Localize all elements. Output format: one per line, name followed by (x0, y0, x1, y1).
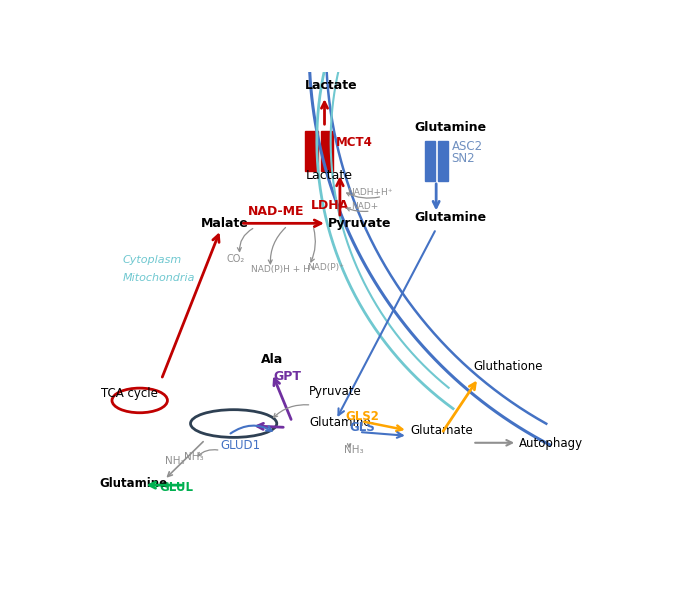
Text: NH₃: NH₃ (184, 452, 204, 461)
Text: NAD(P)H + H⁺: NAD(P)H + H⁺ (251, 265, 315, 274)
Text: LDHA: LDHA (311, 199, 349, 212)
FancyBboxPatch shape (425, 141, 435, 181)
Text: Glutamine: Glutamine (100, 478, 168, 491)
Text: TCA cycle: TCA cycle (101, 387, 158, 399)
Text: NADH+H⁺: NADH+H⁺ (348, 188, 393, 197)
Text: Glutamate: Glutamate (411, 423, 474, 436)
Text: Cytoplasm: Cytoplasm (122, 254, 182, 264)
Text: ASC2: ASC2 (452, 140, 483, 153)
Text: Autophagy: Autophagy (519, 438, 583, 450)
Text: NH₃: NH₃ (165, 456, 185, 466)
Text: Pyruvate: Pyruvate (328, 217, 391, 230)
FancyBboxPatch shape (437, 141, 448, 181)
Text: GLS: GLS (349, 421, 375, 434)
Text: Lactate: Lactate (306, 169, 352, 181)
Text: GPT: GPT (273, 370, 301, 383)
FancyBboxPatch shape (320, 131, 333, 171)
Text: NAD+: NAD+ (351, 202, 379, 211)
Text: Glutamine: Glutamine (309, 416, 371, 429)
Text: GLUD1: GLUD1 (221, 439, 260, 452)
Text: NH₃: NH₃ (344, 445, 363, 455)
Text: Pyruvate: Pyruvate (309, 385, 362, 398)
Text: Gluthatione: Gluthatione (473, 361, 542, 373)
FancyBboxPatch shape (306, 131, 318, 171)
Text: SN2: SN2 (452, 152, 475, 165)
Text: NAD(P)⁺: NAD(P)⁺ (308, 263, 345, 272)
Text: Malate: Malate (201, 217, 248, 230)
Text: Mitochondria: Mitochondria (122, 273, 195, 283)
Text: GLS2: GLS2 (345, 410, 379, 423)
Text: GLUL: GLUL (159, 481, 193, 494)
Text: Glutamine: Glutamine (415, 121, 487, 134)
Text: NAD-ME: NAD-ME (248, 205, 304, 218)
Text: Ala: Ala (261, 353, 283, 366)
Text: MCT4: MCT4 (336, 136, 373, 149)
Text: CO₂: CO₂ (227, 254, 245, 264)
Text: Lactate: Lactate (306, 79, 358, 91)
Text: Glutamine: Glutamine (415, 211, 487, 224)
